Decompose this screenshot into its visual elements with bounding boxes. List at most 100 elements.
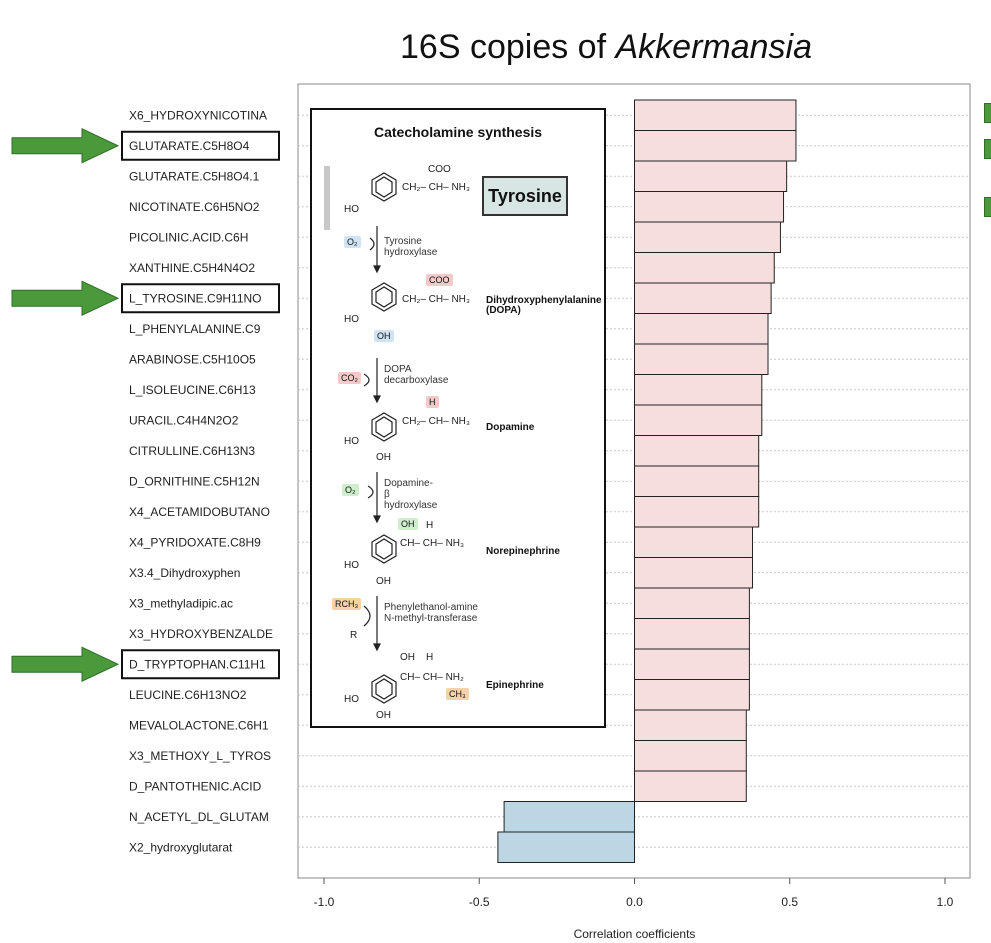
reaction-arrows [363,226,381,652]
category-label: X2_hydroxyglutarat [129,840,233,854]
category-label: X3.4_Dihydroxyphen [129,566,240,580]
green-marker-1 [984,103,991,123]
bar-NICOTINATE.C6H5NO2 [634,191,785,223]
benzene-ring-3 [371,412,397,442]
product-norepinephrine: Norepinephrine [486,546,560,557]
bar-X6_HYDROXYNICOTINA [634,99,797,131]
norepinephrine-h: H [426,520,434,531]
norepinephrine-chain: CH– CH– NH₃ [400,538,465,549]
co2-cofactor: CO₂ [338,372,361,384]
bar-D_PANTOTHENIC.ACID [634,770,747,802]
dopamine-ho: HO [344,436,359,447]
category-label: D_TRYPTOPHAN.C11H1 [129,657,266,671]
green-arrow-icon [11,127,120,164]
category-label: X3_HYDROXYBENZALDE [129,627,273,641]
bar-X3.4_Dihydroxyphen [634,557,753,589]
chart-title-organism: Akkermansia [615,28,812,66]
bar-X3_HYDROXYBENZALDE [634,618,750,650]
bar-D_TRYPTOPHAN.C11H1 [634,648,750,680]
bar-L_TYROSINE.C9H11NO [634,282,772,314]
category-label: L_PHENYLALANINE.C9 [129,322,261,336]
benzene-ring-2 [371,282,397,312]
x-axis-label: Correlation coefficients [574,927,696,941]
product-epinephrine: Epinephrine [486,680,544,691]
green-marker-3 [984,197,991,217]
category-label: URACIL.C4H4N2O2 [129,413,239,427]
category-label: X6_HYDROXYNICOTINA [129,108,267,122]
bar-LEUCINE.C6H13NO2 [634,679,750,711]
category-label: X3_METHOXY_L_TYROS [129,749,271,763]
green-marker-2 [984,139,991,159]
category-label: D_ORNITHINE.C5H12N [129,474,260,488]
bar-XANTHINE.C5H4N4O2 [634,252,775,284]
category-label: X3_methyladipic.ac [129,596,233,610]
x-tick-label: 0.5 [781,895,798,909]
category-label: XANTHINE.C5H4N4O2 [129,261,255,275]
norepinephrine-ho: HO [344,560,359,571]
dopa-oh-tag: OH [374,330,394,342]
x-tick-label: 0.0 [626,895,643,909]
enzyme-pnmt: Phenylethanol-amine N-methyl-transferase [384,602,478,624]
epinephrine-h: H [426,652,434,663]
epinephrine-ho: HO [344,694,359,705]
category-label: X4_ACETAMIDOBUTANO [129,505,270,519]
dopa-chain: CH₂– CH– NH₃ [402,294,470,305]
highlight-box-D_TRYPTOPHAN.C11H1 [121,649,280,680]
r-product: R [350,630,358,641]
tyrosine-label-box: Tyrosine [482,176,568,216]
category-label: N_ACETYL_DL_GLUTAM [129,810,269,824]
dopa-ho: HO [344,314,359,325]
o2-cofactor-2: O₂ [342,484,359,496]
epinephrine-oh: OH [400,652,415,663]
highlight-box-GLUTARATE.C5H8O4 [121,130,280,161]
product-dopamine: Dopamine [486,422,535,433]
category-label: PICOLINIC.ACID.C6H [129,230,248,244]
pathway-diagram [324,166,397,704]
x-tick-label: -0.5 [469,895,490,909]
benzene-ring-5 [371,674,397,704]
green-arrow-icon [11,646,120,683]
tyrosine-coo: COO [428,164,451,175]
bar-URACIL.C4H4N2O2 [634,404,763,436]
category-label: D_PANTOTHENIC.ACID [129,779,262,793]
category-label: NICOTINATE.C6H5NO2 [129,200,260,214]
bar-N_ACETYL_DL_GLUTAM [503,801,635,833]
catecholamine-inset: Catecholamine synthesis Tyrosine [310,108,606,728]
gray-marker-bar [324,166,330,230]
bar-X4_PYRIDOXATE.C8H9 [634,526,753,558]
product-dopa: Dihydroxyphenylalanine (DOPA) [486,295,602,316]
chart-title-prefix: 16S copies of [400,28,607,66]
enzyme-dopa-decarboxylase: DOPA decarboxylase [384,364,449,386]
bar-L_ISOLEUCINE.C6H13 [634,374,763,406]
bar-MEVALOLACTONE.C6H1 [634,709,747,741]
dopa-coo-tag: COO [426,274,453,286]
dopamine-h-tag: H [426,396,439,408]
category-label: CITRULLINE.C6H13N3 [129,444,255,458]
o2-cofactor-1: O₂ [344,236,361,248]
chart-title: 16S copies of Akkermansia [400,28,812,67]
benzene-ring-1 [371,172,397,202]
benzene-ring-4 [371,534,397,564]
bar-ARABINOSE.C5H10O5 [634,343,769,375]
bar-CITRULLINE.C6H13N3 [634,435,760,467]
epinephrine-ch3-tag: CH₃ [446,688,469,700]
bar-L_PHENYLALANINE.C9 [634,313,769,345]
highlight-box-L_TYROSINE.C9H11NO [121,283,280,314]
norepinephrine-oh-tag: OH [398,518,418,530]
green-arrow-icon [11,280,120,317]
category-label: L_TYROSINE.C9H11NO [129,291,262,305]
category-label: LEUCINE.C6H13NO2 [129,688,247,702]
dopamine-oh: OH [376,452,391,463]
bar-X3_methyladipic.ac [634,587,750,619]
bar-GLUTARATE.C5H8O4.1 [634,160,788,192]
category-label: GLUTARATE.C5H8O4.1 [129,169,260,183]
epinephrine-chain: CH– CH– NH₂ [400,672,464,683]
x-tick-label: -1.0 [314,895,335,909]
category-label: MEVALOLACTONE.C6H1 [129,718,269,732]
bar-GLUTARATE.C5H8O4 [634,130,797,162]
tyrosine-chain: CH₂– CH– NH₃ [402,182,470,193]
bar-X2_hydroxyglutarat [497,831,635,863]
x-tick-label: 1.0 [937,895,954,909]
inset-title: Catecholamine synthesis [373,124,543,140]
bar-D_ORNITHINE.C5H12N [634,465,760,497]
